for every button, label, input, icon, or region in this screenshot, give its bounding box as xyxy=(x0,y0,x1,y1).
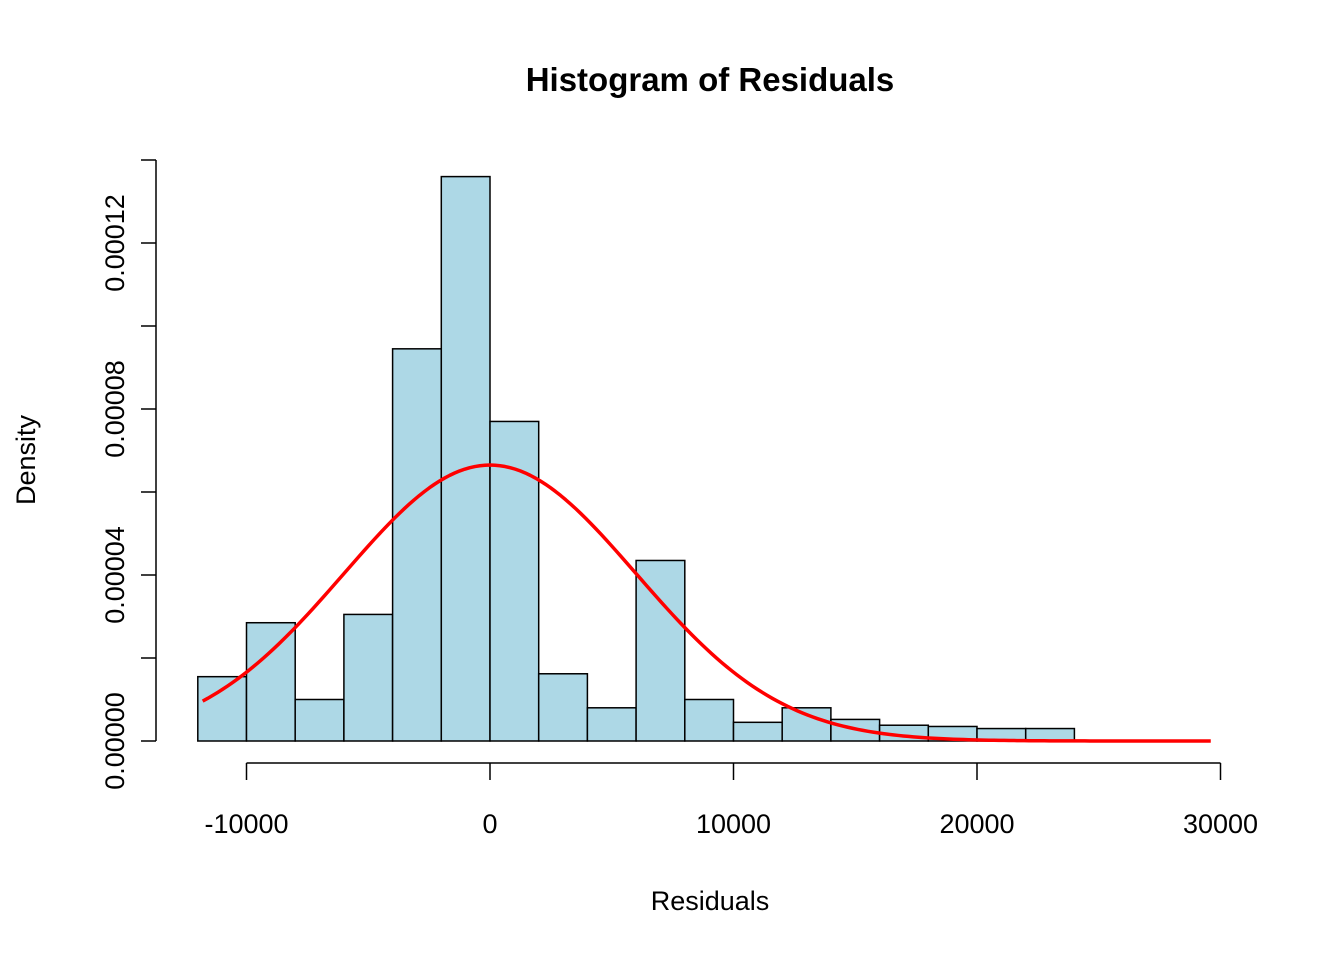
histogram-bar-7 xyxy=(537,673,589,742)
chart-title: Histogram of Residuals xyxy=(526,61,895,98)
histogram-bar-11 xyxy=(732,721,783,742)
histogram-bar-1 xyxy=(245,621,296,742)
x-tick-label-4: 30000 xyxy=(1183,809,1258,839)
x-tick-label-1: 0 xyxy=(482,809,497,839)
y-axis: 0.00000 0.00004 0.00008 0.00012 xyxy=(100,159,157,790)
x-axis-label: Residuals xyxy=(651,886,770,916)
y-tick-label-4: 0.00008 xyxy=(100,360,130,458)
histogram-bar-4 xyxy=(391,348,443,742)
histogram-bar-8 xyxy=(586,707,637,742)
x-axis: -10000 0 10000 20000 30000 xyxy=(204,762,1258,839)
x-tick-label-3: 20000 xyxy=(939,809,1014,839)
x-tick-label-0: -10000 xyxy=(204,809,288,839)
histogram-bar-5 xyxy=(440,175,491,742)
histogram-bar-3 xyxy=(343,613,394,742)
y-axis-label: Density xyxy=(11,414,41,505)
histogram-bars xyxy=(197,175,1076,742)
histogram-bar-2 xyxy=(294,698,345,742)
y-tick-label-2: 0.00004 xyxy=(100,526,130,624)
histogram-bar-9 xyxy=(635,559,686,742)
y-tick-label-6: 0.00012 xyxy=(100,194,130,292)
normal-density-curve xyxy=(201,463,1211,743)
y-tick-label-0: 0.00000 xyxy=(100,692,130,790)
normal-curve-layer xyxy=(201,463,1211,743)
x-tick-label-2: 10000 xyxy=(696,809,771,839)
histogram-bar-0 xyxy=(197,675,248,742)
histogram-bar-10 xyxy=(684,698,735,742)
